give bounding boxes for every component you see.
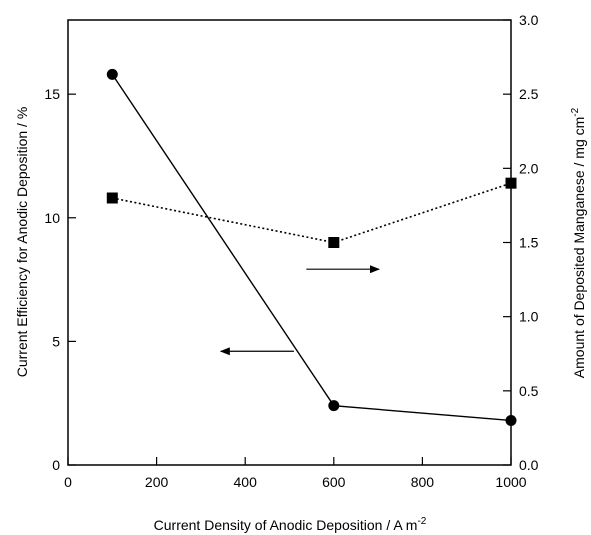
y-right-tick-label-1.5: 1.5 <box>519 235 539 251</box>
y-right-tick-label-2.0: 2.0 <box>519 160 539 176</box>
series-1-point-0 <box>106 192 118 204</box>
series-1-point-2 <box>505 177 517 189</box>
series-0-line <box>111 74 512 422</box>
x-tick-label-800: 800 <box>411 474 435 490</box>
y-left-tick-label-10: 10 <box>44 210 60 226</box>
series-1-line <box>112 182 512 244</box>
x-tick-label-1000: 1000 <box>495 474 526 490</box>
x-tick-label-0: 0 <box>64 474 72 490</box>
series-0-point-2 <box>505 415 517 426</box>
ticks: 0 200 400 600 800 1000 0 5 10 15 0.0 0.5 1.0 1.5 2.0 2.… <box>44 12 538 490</box>
y-right-axis-label-sup: -2 <box>570 107 581 116</box>
y-right-tick-label-3.0: 3.0 <box>519 12 539 28</box>
y-left-tick-label-5: 5 <box>52 333 60 349</box>
y-left-tick-label-15: 15 <box>44 86 60 102</box>
series-0-point-0 <box>106 68 118 80</box>
y-right-tick-label-0.5: 0.5 <box>519 383 539 399</box>
y-right-axis-label: Amount of Deposited Manganese / mg cm-2 <box>570 107 587 378</box>
series-0-point-1 <box>328 400 340 412</box>
x-axis-label-sup: -2 <box>417 516 426 527</box>
y-right-tick-label-0.0: 0.0 <box>519 457 539 473</box>
annotation-arrows <box>219 265 380 356</box>
x-axis-label: Current Density of Anodic Deposition / A… <box>154 516 427 533</box>
x-tick-label-400: 400 <box>234 474 258 490</box>
y-left-tick-label-0: 0 <box>52 457 60 473</box>
y-right-tick-label-1.0: 1.0 <box>519 309 539 325</box>
y-right-tick-label-2.5: 2.5 <box>519 86 539 102</box>
plot-frame <box>67 19 512 466</box>
series-layer <box>106 68 517 426</box>
x-tick-label-600: 600 <box>322 474 346 490</box>
series-1-point-1 <box>328 237 340 248</box>
y-left-axis-label: Current Efficiency for Anodic Deposition… <box>14 107 30 378</box>
x-tick-label-200: 200 <box>145 474 169 490</box>
